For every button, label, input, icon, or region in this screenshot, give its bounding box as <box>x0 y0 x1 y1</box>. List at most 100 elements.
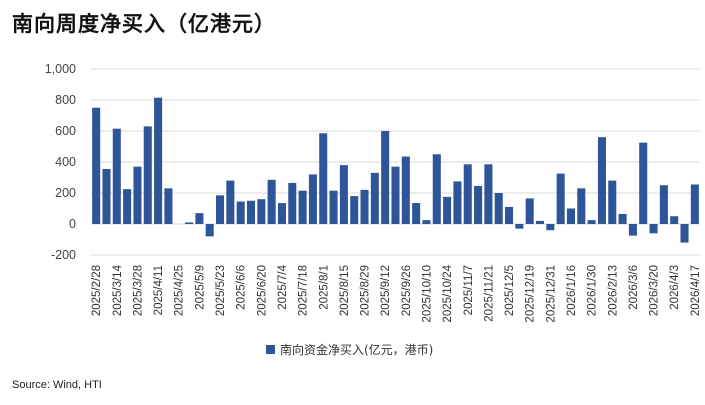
bar <box>360 189 369 224</box>
y-axis-ticks: -200 0 200 400 600 800 1,000 <box>45 62 76 262</box>
legend-label: 南向资金净买入(亿元，港币) <box>280 342 433 357</box>
x-tick-label: 2025/10/10 <box>421 265 433 323</box>
bar <box>370 172 379 224</box>
bar <box>597 137 606 224</box>
x-tick-label: 2026/3/20 <box>649 265 661 316</box>
bars <box>92 97 699 243</box>
y-tick-label: 400 <box>55 155 76 169</box>
x-tick-label: 2025/5/9 <box>194 265 206 310</box>
bar <box>556 173 565 225</box>
bar <box>226 180 235 224</box>
bar <box>401 156 410 224</box>
bar <box>587 220 596 225</box>
x-tick-label: 2025/4/25 <box>174 265 186 316</box>
bar <box>267 179 276 224</box>
x-tick-label: 2025/2/28 <box>91 265 103 316</box>
bar <box>608 180 617 224</box>
bar <box>143 126 152 224</box>
x-tick-label: 2025/12/5 <box>504 265 516 316</box>
y-tick-label: 1,000 <box>45 62 76 76</box>
x-tick-label: 2025/8/15 <box>339 265 351 316</box>
bar <box>216 195 225 224</box>
y-tick-label: 800 <box>55 93 76 107</box>
bar <box>649 224 658 234</box>
bar <box>308 174 317 224</box>
x-tick-label: 2026/3/6 <box>628 265 640 310</box>
bar <box>154 97 163 224</box>
x-tick-label: 2025/11/7 <box>463 265 475 315</box>
bar <box>319 133 328 224</box>
x-tick-label: 2025/3/28 <box>132 265 144 316</box>
bar <box>350 196 359 224</box>
x-tick-label: 2025/10/24 <box>442 264 454 322</box>
bar <box>577 188 586 224</box>
bar <box>628 224 637 236</box>
bar <box>123 189 132 225</box>
bar <box>443 196 452 225</box>
y-tick-label: 600 <box>55 124 76 138</box>
bar <box>453 181 462 225</box>
chart-title: 南向周度净买入（亿港元） <box>12 12 276 36</box>
bar <box>505 206 514 224</box>
bar <box>112 128 121 224</box>
bar <box>185 222 194 224</box>
x-tick-label: 2025/8/29 <box>360 265 372 316</box>
x-tick-label: 2025/4/11 <box>153 265 165 315</box>
bar <box>680 224 689 243</box>
bar <box>566 208 575 224</box>
gridlines <box>91 68 700 256</box>
bar <box>339 165 348 224</box>
bar <box>133 166 142 224</box>
bar <box>391 166 400 224</box>
y-tick-label: 0 <box>69 217 76 231</box>
bar <box>535 220 545 224</box>
x-tick-label: 2025/3/14 <box>112 264 124 316</box>
x-axis-ticks: 2025/2/28 2025/3/14 2025/3/28 2025/4/11 2025… <box>91 264 702 322</box>
bar <box>463 164 472 224</box>
y-tick-label: 200 <box>55 186 76 200</box>
x-tick-label: 2026/2/13 <box>607 265 619 316</box>
bar <box>92 107 101 224</box>
bar <box>236 201 245 224</box>
x-tick-label: 2025/7/4 <box>277 264 289 309</box>
bar <box>525 198 534 224</box>
bar <box>659 185 668 224</box>
x-tick-label: 2026/1/16 <box>566 265 578 316</box>
bar <box>246 200 256 224</box>
x-tick-label: 2025/9/26 <box>401 265 413 316</box>
bar <box>690 184 699 224</box>
bar <box>164 188 173 224</box>
bar <box>195 213 204 224</box>
bar <box>412 203 421 224</box>
source-note: Source: Wind, HTI <box>12 379 102 391</box>
x-tick-label: 2025/5/23 <box>215 265 227 316</box>
bar <box>618 213 627 224</box>
chart-area: -200 0 200 400 600 800 1,000 2025/2/28 2025/3/1… <box>45 62 702 357</box>
x-tick-label: 2025/12/19 <box>525 265 537 323</box>
legend: 南向资金净买入(亿元，港币) <box>266 342 433 357</box>
bar <box>329 190 338 224</box>
x-tick-label: 2025/11/21 <box>483 265 495 322</box>
y-tick-label: -200 <box>51 248 76 262</box>
x-tick-label: 2026/1/30 <box>587 265 599 316</box>
bar <box>484 164 493 224</box>
bar <box>422 220 431 225</box>
x-tick-label: 2025/8/1 <box>318 265 330 310</box>
bar <box>381 131 390 224</box>
bar <box>639 142 648 225</box>
bar <box>288 182 297 224</box>
bar <box>670 216 679 224</box>
legend-swatch <box>266 345 275 354</box>
bar <box>257 199 266 224</box>
bar <box>205 224 214 237</box>
x-tick-label: 2025/12/31 <box>545 265 557 323</box>
bar <box>432 154 441 224</box>
x-tick-label: 2026/4/17 <box>690 265 702 316</box>
bar <box>494 193 503 224</box>
bar <box>102 168 111 224</box>
bar <box>474 186 483 224</box>
bar <box>515 224 524 229</box>
x-tick-label: 2026/4/3 <box>669 265 681 310</box>
x-tick-label: 2025/9/12 <box>380 265 392 316</box>
bar <box>298 190 307 224</box>
